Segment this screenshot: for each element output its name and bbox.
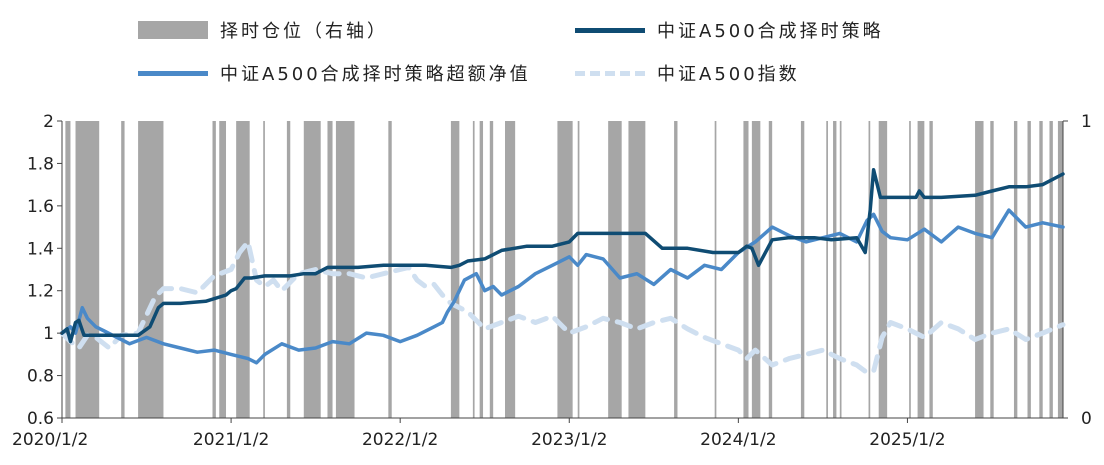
series-line-index	[59, 239, 1066, 374]
position-band	[975, 121, 984, 418]
position-band	[909, 121, 911, 418]
legend-label-index: 中证A500指数	[657, 64, 800, 85]
position-band	[327, 121, 333, 418]
position-band	[65, 121, 71, 418]
position-band	[479, 121, 484, 418]
left-tick-label: 0.6	[27, 409, 54, 429]
legend: 择时仓位（右轴） 中证A500合成择时策略 中证A500合成择时策略超额净值 中…	[0, 0, 1104, 100]
position-band	[608, 121, 622, 418]
right-tick-label: 0	[1081, 409, 1092, 429]
left-tick-label: 1	[43, 324, 54, 344]
left-tick-label: 1.2	[27, 282, 54, 302]
position-band	[286, 121, 291, 418]
x-tick-label: 2023/1/2	[531, 430, 607, 450]
left-axis-ticks: 2 1.8 1.6 1.4 1.2 1 0.8 0.6	[27, 112, 62, 429]
position-bands	[65, 121, 1063, 418]
position-band	[1049, 121, 1053, 418]
position-band	[768, 121, 773, 418]
position-band	[1013, 121, 1018, 418]
x-tick-label: 2022/1/2	[362, 430, 438, 450]
left-tick-label: 1.6	[27, 197, 54, 217]
legend-label-excess: 中证A500合成择时策略超额净值	[220, 64, 531, 85]
position-band	[121, 121, 125, 418]
position-band	[472, 121, 475, 418]
series-line-strategy	[60, 168, 1065, 344]
legend-swatch-excess	[138, 70, 208, 76]
position-band	[839, 121, 842, 418]
x-tick-label: 2021/1/2	[193, 430, 269, 450]
position-band	[800, 121, 805, 418]
legend-swatch-index	[575, 70, 645, 76]
legend-item-index: 中证A500指数	[575, 58, 800, 88]
left-tick-label: 1.8	[27, 154, 54, 174]
left-tick-label: 0.8	[27, 367, 54, 387]
position-band	[929, 121, 933, 418]
left-tick-label: 1.4	[27, 239, 54, 259]
x-axis-ticks: 2020/1/2 2021/1/2 2022/1/2 2023/1/2 2024/1/2…	[12, 418, 946, 450]
x-tick-label: 2024/1/2	[700, 430, 776, 450]
x-tick-label: 2025/1/2	[869, 430, 945, 450]
position-band	[505, 121, 516, 418]
legend-swatch-position	[138, 21, 208, 39]
right-axis-ticks: 10	[1063, 112, 1092, 429]
left-tick-label: 2	[43, 112, 54, 132]
legend-label-strategy: 中证A500合成择时策略	[657, 21, 884, 42]
position-band	[75, 121, 100, 418]
position-band	[388, 121, 392, 418]
position-band	[1039, 121, 1043, 418]
position-band	[628, 121, 646, 418]
position-band	[674, 121, 678, 418]
position-band	[868, 121, 871, 418]
position-band	[450, 121, 460, 418]
position-band	[751, 121, 761, 418]
right-tick-label: 1	[1081, 112, 1092, 132]
position-band	[990, 121, 994, 418]
position-band	[138, 121, 164, 418]
position-band	[878, 121, 888, 418]
position-band	[489, 121, 494, 418]
position-band	[557, 121, 573, 418]
legend-item-excess: 中证A500合成择时策略超额净值	[138, 58, 531, 88]
legend-item-position: 择时仓位（右轴）	[138, 15, 388, 45]
series-line-excess	[60, 208, 1065, 365]
position-band	[833, 121, 837, 418]
legend-swatch-strategy	[575, 27, 645, 33]
position-band	[236, 121, 250, 418]
position-band	[577, 121, 580, 418]
position-band	[1027, 121, 1031, 418]
position-band	[335, 121, 355, 418]
legend-item-strategy: 中证A500合成择时策略	[575, 15, 884, 45]
legend-label-position: 择时仓位（右轴）	[220, 21, 388, 42]
position-band	[917, 121, 925, 418]
position-band	[219, 121, 227, 418]
position-band	[1057, 121, 1063, 418]
position-band	[263, 121, 265, 418]
position-band	[826, 121, 828, 418]
position-band	[212, 121, 216, 418]
series-lines	[59, 168, 1066, 374]
x-tick-label: 2020/1/2	[12, 430, 88, 450]
position-band	[743, 121, 749, 418]
